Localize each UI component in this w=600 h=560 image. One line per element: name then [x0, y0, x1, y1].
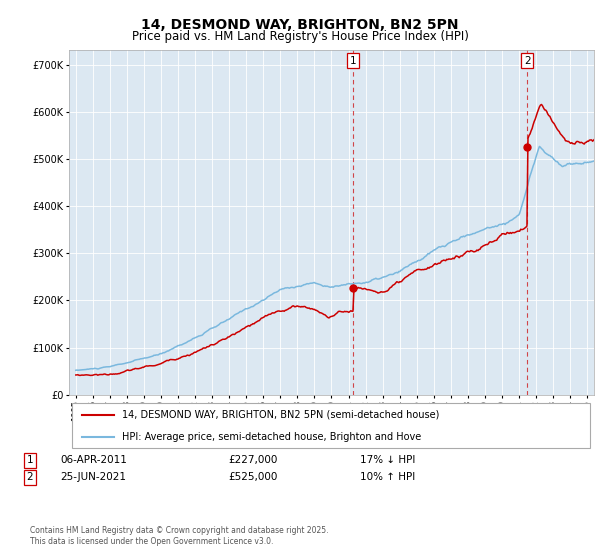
- Text: £227,000: £227,000: [228, 455, 277, 465]
- Text: 1: 1: [26, 455, 34, 465]
- Text: HPI: Average price, semi-detached house, Brighton and Hove: HPI: Average price, semi-detached house,…: [121, 432, 421, 442]
- Text: 2: 2: [524, 56, 530, 66]
- Text: 2: 2: [26, 472, 34, 482]
- Text: 1: 1: [350, 56, 356, 66]
- Text: £525,000: £525,000: [228, 472, 277, 482]
- Text: 14, DESMOND WAY, BRIGHTON, BN2 5PN: 14, DESMOND WAY, BRIGHTON, BN2 5PN: [141, 17, 459, 31]
- FancyBboxPatch shape: [71, 403, 590, 448]
- Text: 14, DESMOND WAY, BRIGHTON, BN2 5PN (semi-detached house): 14, DESMOND WAY, BRIGHTON, BN2 5PN (semi…: [121, 409, 439, 419]
- Text: 25-JUN-2021: 25-JUN-2021: [60, 472, 126, 482]
- Text: 10% ↑ HPI: 10% ↑ HPI: [360, 472, 415, 482]
- Text: 17% ↓ HPI: 17% ↓ HPI: [360, 455, 415, 465]
- Text: Price paid vs. HM Land Registry's House Price Index (HPI): Price paid vs. HM Land Registry's House …: [131, 30, 469, 43]
- Text: Contains HM Land Registry data © Crown copyright and database right 2025.
This d: Contains HM Land Registry data © Crown c…: [30, 526, 329, 546]
- Text: 06-APR-2011: 06-APR-2011: [60, 455, 127, 465]
